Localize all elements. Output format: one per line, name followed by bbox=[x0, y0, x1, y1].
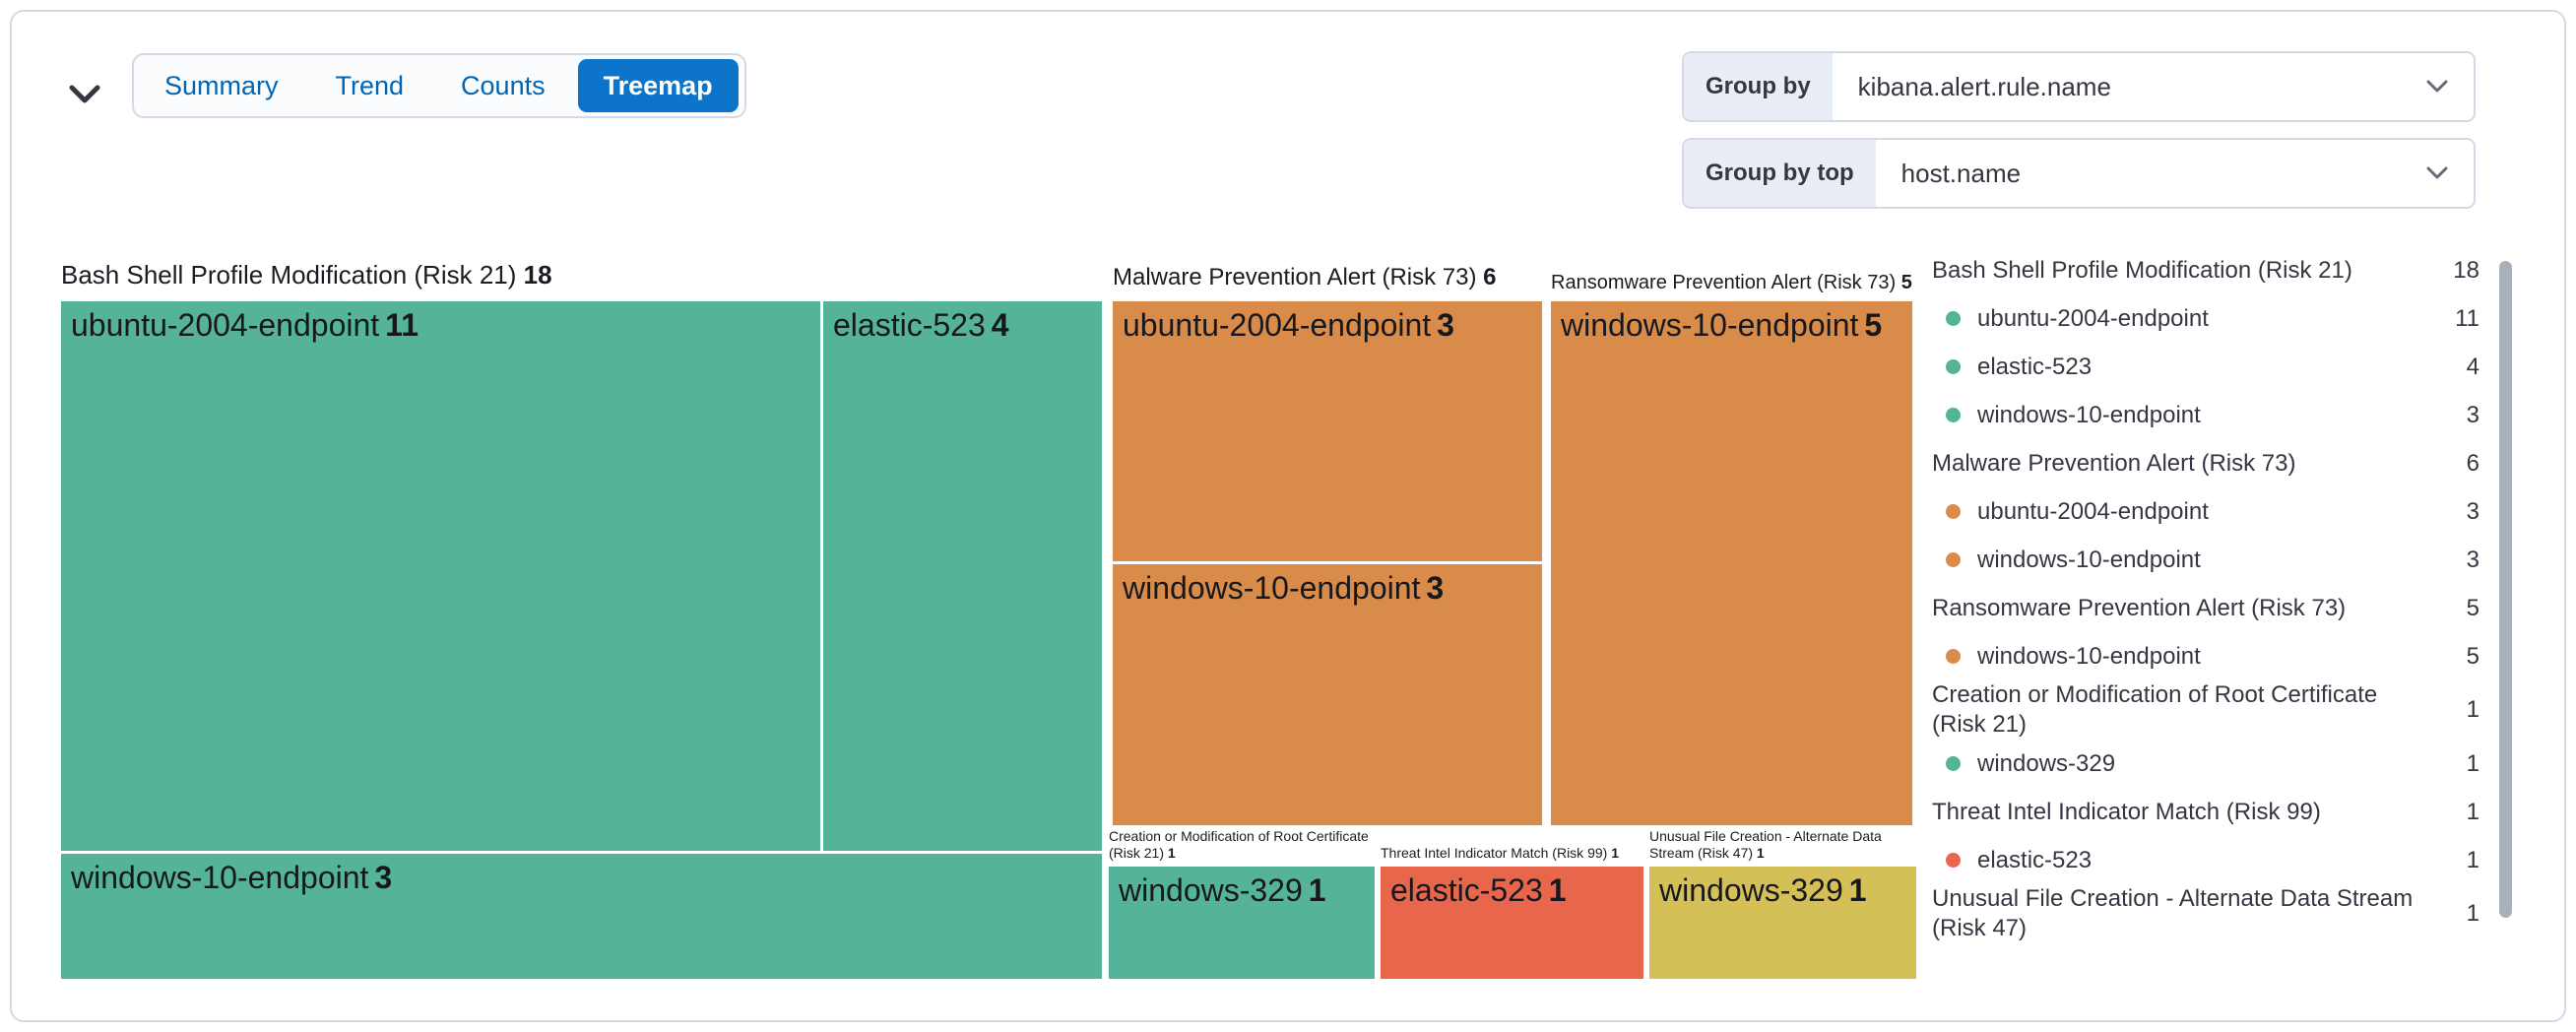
legend-row[interactable]: Threat Intel Indicator Match (Risk 99) 1 bbox=[1932, 798, 2479, 825]
treemap-cell[interactable]: elastic-523 1 bbox=[1381, 867, 1643, 979]
group-by-select[interactable]: kibana.alert.rule.name bbox=[1857, 71, 2111, 101]
treemap-cell[interactable]: windows-10-endpoint 3 bbox=[1113, 564, 1542, 825]
chevron-down-icon bbox=[2426, 140, 2474, 207]
legend-row[interactable]: elastic-523 4 bbox=[1932, 343, 2479, 391]
legend-row[interactable]: Ransomware Prevention Alert (Risk 73) 5 bbox=[1932, 594, 2479, 621]
tab-summary[interactable]: Summary bbox=[136, 55, 307, 116]
legend-color-dot bbox=[1946, 552, 1961, 567]
legend-row[interactable]: elastic-523 1 bbox=[1932, 836, 2479, 884]
treemap-cell[interactable]: ubuntu-2004-endpoint 11 bbox=[61, 301, 820, 851]
treemap-cell[interactable]: windows-329 1 bbox=[1649, 867, 1916, 979]
treemap-legend: Bash Shell Profile Modification (Risk 21… bbox=[1932, 246, 2479, 943]
treemap-group-title: Unusual File Creation - Alternate Data S… bbox=[1649, 828, 1882, 861]
legend-color-dot bbox=[1946, 504, 1961, 519]
treemap-cell[interactable]: windows-10-endpoint 5 bbox=[1551, 301, 1912, 825]
legend-row[interactable]: Creation or Modification of Root Certifi… bbox=[1932, 681, 2479, 738]
legend-scrollbar[interactable] bbox=[2499, 261, 2512, 918]
chevron-down-icon bbox=[69, 85, 100, 104]
group-by-top-select[interactable]: host.name bbox=[1900, 158, 2022, 188]
treemap-cell[interactable]: windows-329 1 bbox=[1109, 867, 1375, 979]
treemap-group-title: Threat Intel Indicator Match (Risk 99) 1 bbox=[1381, 845, 1619, 861]
legend-row[interactable]: Malware Prevention Alert (Risk 73) 6 bbox=[1932, 449, 2479, 477]
tab-counts[interactable]: Counts bbox=[432, 55, 574, 116]
tab-trend[interactable]: Trend bbox=[307, 55, 433, 116]
legend-row[interactable]: Bash Shell Profile Modification (Risk 21… bbox=[1932, 256, 2479, 284]
group-by-label: Group by bbox=[1684, 53, 1833, 120]
treemap-group-title: Malware Prevention Alert (Risk 73) 6 bbox=[1113, 264, 1497, 290]
treemap-cell[interactable]: windows-10-endpoint 3 bbox=[61, 854, 1102, 979]
group-by-control: Group by kibana.alert.rule.name bbox=[1682, 51, 2476, 122]
legend-row[interactable]: windows-10-endpoint 5 bbox=[1932, 632, 2479, 680]
legend-color-dot bbox=[1946, 649, 1961, 664]
group-by-top-control: Group by top host.name bbox=[1682, 138, 2476, 209]
legend-color-dot bbox=[1946, 359, 1961, 374]
treemap-cell[interactable]: elastic-523 4 bbox=[823, 301, 1102, 851]
legend-row[interactable]: ubuntu-2004-endpoint 3 bbox=[1932, 487, 2479, 536]
legend-row[interactable]: Unusual File Creation - Alternate Data S… bbox=[1932, 885, 2479, 941]
legend-color-dot bbox=[1946, 853, 1961, 868]
treemap-cell[interactable]: ubuntu-2004-endpoint 3 bbox=[1113, 301, 1542, 561]
legend-row[interactable]: ubuntu-2004-endpoint 11 bbox=[1932, 294, 2479, 343]
collapse-panel-button[interactable] bbox=[59, 69, 110, 120]
tab-treemap[interactable]: Treemap bbox=[577, 59, 739, 112]
legend-color-dot bbox=[1946, 408, 1961, 422]
treemap-group-title: Creation or Modification of Root Certifi… bbox=[1109, 828, 1369, 861]
view-button-group: Summary Trend Counts Treemap bbox=[132, 53, 746, 118]
treemap-group-title: Bash Shell Profile Modification (Risk 21… bbox=[61, 260, 552, 290]
legend-color-dot bbox=[1946, 311, 1961, 326]
treemap-group-title: Ransomware Prevention Alert (Risk 73) 5 bbox=[1551, 272, 1912, 293]
legend-row[interactable]: windows-329 1 bbox=[1932, 740, 2479, 788]
chevron-down-icon bbox=[2426, 53, 2474, 120]
legend-row[interactable]: windows-10-endpoint 3 bbox=[1932, 536, 2479, 584]
group-by-top-label: Group by top bbox=[1684, 140, 1876, 207]
legend-row[interactable]: windows-10-endpoint 3 bbox=[1932, 391, 2479, 439]
alerts-panel: Summary Trend Counts Treemap Group by ki… bbox=[10, 10, 2566, 1022]
legend-color-dot bbox=[1946, 756, 1961, 771]
